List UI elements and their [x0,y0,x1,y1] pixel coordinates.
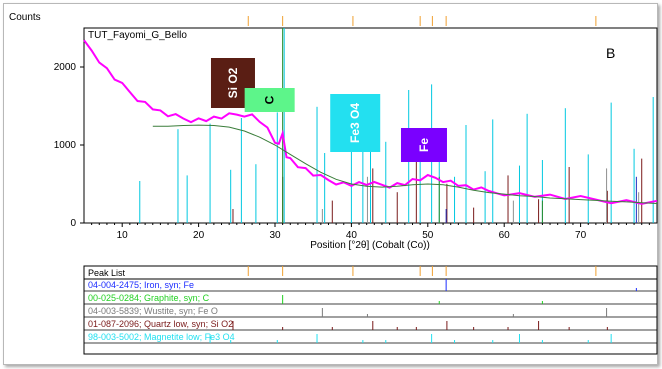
y-axis-label: Counts [9,12,41,23]
phase-label-3: Fe [400,128,447,162]
x-tick-label: 20 [193,230,205,241]
phase-label-1: C [244,88,295,112]
peak-list-title: Peak List [88,268,126,278]
peak-list: Peak List 04-004-2475; Iron, syn; Fe 00-02… [84,266,657,344]
x-tick-label: 70 [575,230,587,241]
top-markers [247,16,597,26]
x-axis-label: Position [°2θ] (Cobalt (Co)) [310,240,430,251]
pattern-series-line [83,39,658,205]
y-tick-label: 0 [70,218,76,229]
x-tick-label: 10 [117,230,129,241]
phase-label-text: Fe [417,138,431,152]
phase-label-text: Si O2 [226,67,240,98]
peak-list-panel [83,265,658,355]
background-series-line [152,124,658,204]
peak-list-row: 00-025-0284; Graphite, syn; C [88,293,210,303]
peak-list-row: 04-004-2475; Iron, syn; Fe [88,280,194,290]
x-tick-label: 30 [269,230,281,241]
peak-list-row: 04-003-5839; Wustite, syn; Fe O [88,306,218,316]
y-tick-label: 1000 [54,140,77,151]
peak-list-row: 01-087-2096; Quartz low, syn; Si O2 [88,319,233,329]
peak-list-row: 98-003-5002; Magnetite low; Fe3 O4 [88,332,235,342]
x-tick-label: 50 [422,230,434,241]
phase-label-2: Fe3 O4 [330,94,381,152]
y-ticks: 0 1000 2000 [54,62,84,229]
y-tick-label: 2000 [54,62,77,73]
x-tick-label: 40 [346,230,358,241]
series-group [83,39,658,205]
panel-letter: B [606,45,615,61]
phase-label-box [244,88,295,112]
phase-label-text: C [263,95,277,104]
phase-label-box [330,94,381,152]
phase-labels: Si O2 C Fe3 O4 Fe [210,58,447,162]
x-tick-label: 60 [499,230,511,241]
x-ticks: 10 20 30 40 50 60 70 [91,223,650,241]
sample-name: TUT_Fayomi_G_Bello [88,30,187,41]
phase-label-box [400,128,447,162]
phase-label-text: Fe3 O4 [348,103,362,143]
